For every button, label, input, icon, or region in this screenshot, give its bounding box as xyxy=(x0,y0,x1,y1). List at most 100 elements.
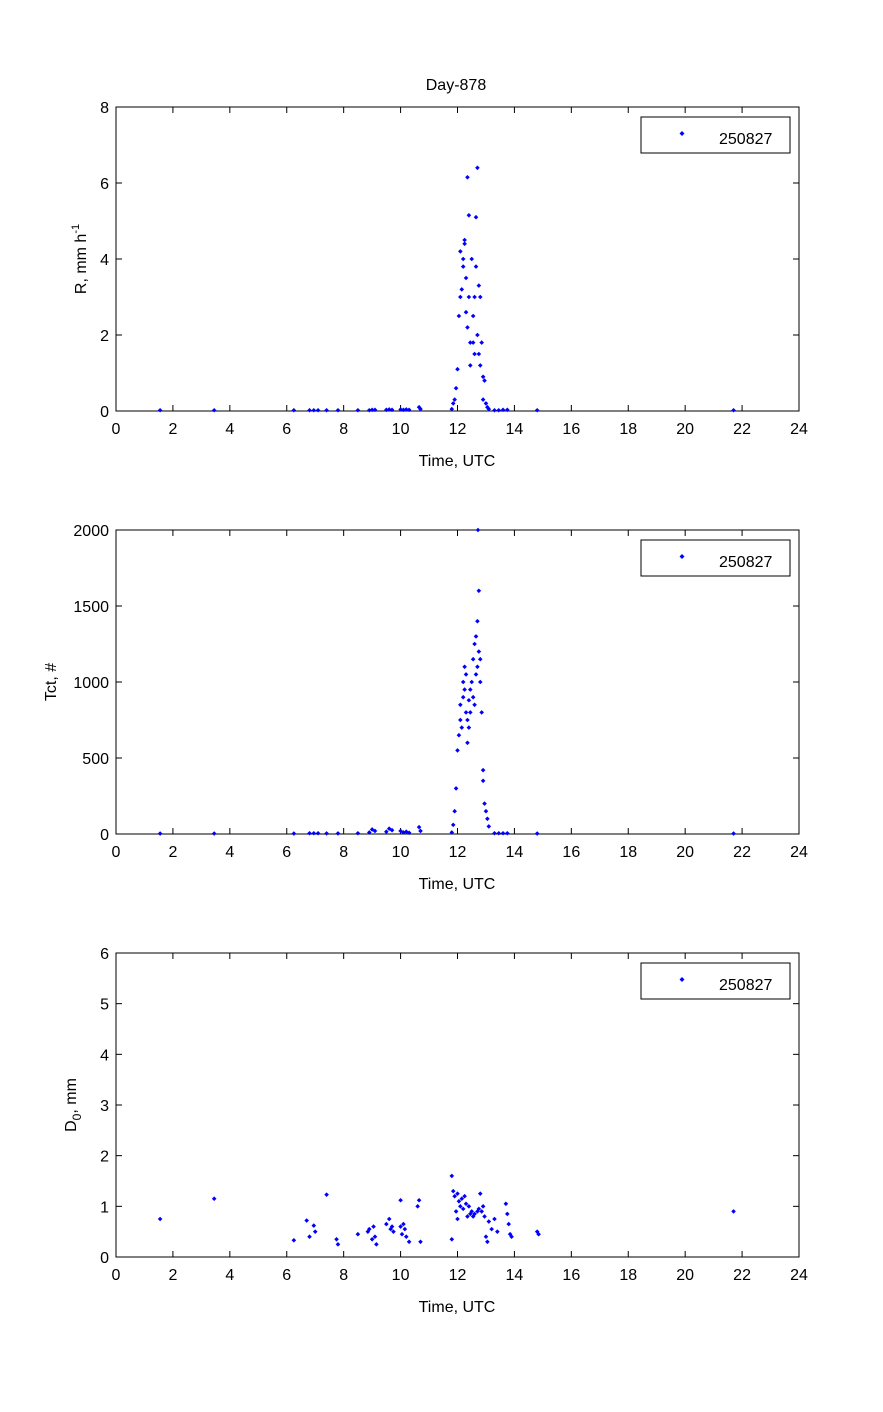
rain-rate-x-ticks: 0 2 4 6 8 10 12 14 16 18 20 22 24 xyxy=(112,107,808,438)
rain-rate-data-point xyxy=(476,283,482,288)
diameter-plot-area xyxy=(115,952,800,1258)
total-count-data-point xyxy=(505,830,510,836)
diameter-data-point xyxy=(470,1214,476,1219)
total-count-data-point xyxy=(479,710,484,715)
total-count-data-point xyxy=(470,694,476,700)
diameter-data-point xyxy=(398,1197,403,1203)
total-count-data-point xyxy=(480,778,486,784)
total-count-data-point xyxy=(458,717,463,723)
total-count-plot-area xyxy=(115,529,800,835)
rain-rate-data-point xyxy=(480,397,486,402)
total-count-data-point xyxy=(472,702,477,708)
total-count-data-point xyxy=(389,827,395,833)
rain-rate-data-point xyxy=(473,214,479,220)
diameter-data-point xyxy=(384,1221,389,1227)
rain-rate-data-point xyxy=(480,374,486,380)
diameter-x-tick-label: 2 xyxy=(168,1267,177,1284)
rain-rate-plot-area xyxy=(115,106,800,412)
diameter-y-tick-label: 5 xyxy=(100,997,109,1014)
diameter-data-point xyxy=(462,1193,467,1199)
total-count-data-point xyxy=(384,829,389,835)
diameter-legend-marker xyxy=(679,977,685,982)
diameter-data-point xyxy=(486,1219,492,1224)
rain-rate-data-point xyxy=(731,407,736,413)
rain-rate-data-point xyxy=(401,407,406,413)
total-count-x-tick-label: 4 xyxy=(225,844,234,861)
total-count-x-tick-label: 0 xyxy=(112,844,121,861)
diameter-data-point xyxy=(506,1221,512,1227)
total-count-data-point xyxy=(486,824,492,829)
total-count-data-point xyxy=(463,672,469,677)
diameter-data-point xyxy=(453,1209,459,1214)
total-count-y-tick-label: 1000 xyxy=(73,675,109,692)
rain-rate-data-point xyxy=(324,407,329,413)
diameter-data-point xyxy=(403,1234,409,1240)
rain-rate-data-point xyxy=(486,406,492,412)
rain-rate-data-point xyxy=(455,366,460,372)
rain-rate-y-ticks: 0 2 4 6 8 xyxy=(100,100,799,421)
total-count-data-point xyxy=(472,641,477,647)
total-count-data-point xyxy=(485,816,490,822)
rain-rate-data-point xyxy=(403,407,409,412)
rain-rate-data-point xyxy=(384,407,389,413)
total-count-data-point xyxy=(466,725,472,730)
rain-rate-x-tick-label: 18 xyxy=(619,421,637,438)
diameter-data-point xyxy=(476,1206,482,1212)
diameter-data-point xyxy=(406,1239,412,1245)
rain-rate-y-axis-label-main: R, mm h xyxy=(73,234,90,294)
total-count-data-point xyxy=(458,702,463,708)
diameter-data-point xyxy=(466,1204,472,1209)
total-count-data-point xyxy=(482,801,487,806)
total-count-x-ticks: 0 2 4 6 8 10 12 14 16 18 20 22 24 xyxy=(112,530,808,861)
diameter-data-point xyxy=(503,1201,509,1207)
total-count-data-point xyxy=(372,828,378,834)
total-count-y-ticks: 0 500 1000 1500 2000 xyxy=(73,523,799,844)
rain-rate-data-point xyxy=(372,407,378,413)
rain-rate-data-point xyxy=(307,407,312,413)
diameter-data-point xyxy=(304,1218,309,1223)
diameter-data-point xyxy=(452,1193,457,1199)
diameter-data-point xyxy=(460,1206,466,1212)
total-count-data-point xyxy=(500,830,506,836)
rain-rate-x-tick-label: 10 xyxy=(392,421,410,438)
rain-rate-x-tick-label: 2 xyxy=(168,421,177,438)
total-count-data-point xyxy=(473,672,479,677)
total-count-data-point xyxy=(468,710,473,715)
total-count-x-axis-label: Time, UTC xyxy=(419,876,496,893)
rain-rate-data-point xyxy=(458,294,463,300)
total-count-x-tick-label: 24 xyxy=(790,844,808,861)
diameter-data-point xyxy=(311,1223,317,1228)
diameter-y-tick-label: 0 xyxy=(100,1250,109,1267)
total-count-data-point xyxy=(366,830,372,835)
diameter-data-point xyxy=(459,1196,465,1202)
diameter-data-point xyxy=(398,1224,403,1229)
diameter-data-point xyxy=(479,1209,484,1214)
rain-rate-data-point xyxy=(479,340,484,345)
total-count-data-point xyxy=(450,822,456,828)
rain-rate-y-tick-label: 4 xyxy=(100,252,109,269)
diameter-data-point xyxy=(482,1214,487,1219)
rain-rate-data-point xyxy=(398,407,403,412)
rain-rate-data-point xyxy=(460,264,466,269)
total-count-data-point xyxy=(211,831,217,836)
rain-rate-data-point xyxy=(463,275,469,281)
rain-rate-data-point xyxy=(453,385,459,391)
rain-rate-y-tick-label: 8 xyxy=(100,100,109,117)
rain-rate-x-tick-label: 24 xyxy=(790,421,808,438)
rain-rate-data-point xyxy=(456,313,462,319)
total-count-data-point xyxy=(456,732,462,738)
rain-rate-data-point xyxy=(311,407,317,413)
diameter-data-point xyxy=(211,1196,217,1202)
rain-rate-data-point xyxy=(335,407,341,413)
diameter-data-point xyxy=(455,1216,460,1222)
diameter-data-point xyxy=(372,1234,378,1240)
total-count-legend-entry: 250827 xyxy=(719,554,772,571)
diameter-data-point xyxy=(291,1237,297,1243)
diameter-data-point xyxy=(418,1239,423,1245)
diameter-data-point xyxy=(509,1234,514,1240)
diameter-data-point xyxy=(324,1192,329,1197)
rain-rate-data-point xyxy=(473,264,479,269)
rain-rate-legend-box xyxy=(640,116,791,154)
total-count-data-point xyxy=(315,830,321,836)
